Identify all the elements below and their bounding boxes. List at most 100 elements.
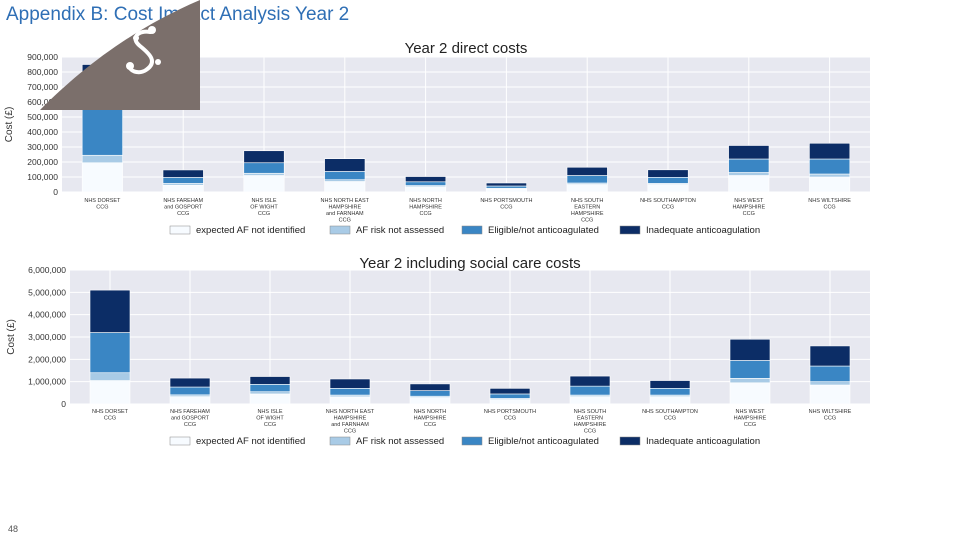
x-tick-label: NHS FAREHAM and GOSPORT CCG (170, 409, 210, 428)
x-tick-label: NHS SOUTH EASTERN HAMPSHIRE CCG (571, 198, 604, 224)
bar-segment (81, 154, 123, 164)
y-axis-label: Cost (£) (6, 319, 17, 355)
legend-swatch (461, 225, 483, 235)
x-tick-label-line: CCG (500, 205, 512, 211)
bar-segment (329, 396, 371, 405)
x-tick-label-line: CCG (743, 211, 755, 217)
bar-segment (243, 175, 285, 193)
y-tick-label: 700,000 (27, 82, 58, 92)
x-tick-label: NHS ISLE OF WIGHT CCG (250, 198, 278, 217)
x-tick-label-line: and FARNHAM (331, 422, 369, 428)
bar-segment (409, 390, 451, 397)
bar-segment (324, 158, 366, 172)
bar-segment (728, 145, 770, 160)
bar-segment (647, 169, 689, 178)
x-tick-label-line: CCG (419, 211, 431, 217)
bar-segment (249, 376, 291, 385)
x-tick-label-line: and FARNHAM (326, 211, 364, 217)
x-tick-label-line: CCG (184, 422, 196, 428)
legend-label: Inadequate anticoagulation (646, 436, 760, 447)
x-tick-label-line: NHS PORTSMOUTH (480, 198, 532, 204)
x-tick-label-line: and GOSPORT (171, 416, 210, 422)
corner-decoration (40, 0, 200, 110)
x-tick-label-line: CCG (264, 422, 276, 428)
x-tick-label-line: OF WIGHT (256, 416, 284, 422)
x-tick-label: NHS WEST HAMPSHIRE CCG (734, 409, 767, 428)
x-tick-label-line: CCG (744, 422, 756, 428)
legend-label: expected AF not identified (196, 436, 305, 447)
bar-segment (489, 388, 531, 395)
x-tick-label-line: NHS NORTH EAST (321, 198, 370, 204)
x-tick-label-line: CCG (824, 416, 836, 422)
bar-segment (647, 184, 689, 193)
bar-segment (329, 378, 371, 389)
x-tick-label: NHS ISLE OF WIGHT CCG (256, 409, 284, 428)
x-tick-label-line: CCG (344, 429, 356, 435)
x-tick-label: NHS NORTH HAMPSHIRE CCG (414, 409, 447, 428)
y-tick-label: 5,000,000 (28, 287, 66, 297)
x-tick-label: NHS NORTH EAST HAMPSHIRE and FARNHAM CCG (321, 198, 370, 224)
x-tick-label: NHS WILTSHIRE CCG (809, 409, 852, 422)
x-tick-label-line: HAMPSHIRE (328, 205, 361, 211)
bar-segment (162, 169, 204, 178)
y-tick-label: 1,000,000 (28, 377, 66, 387)
x-tick-label-line: NHS WILTSHIRE (808, 198, 851, 204)
bar-segment (329, 388, 371, 396)
bar-segment (728, 175, 770, 193)
x-tick-label-line: CCG (584, 429, 596, 435)
y-tick-label: 300,000 (27, 142, 58, 152)
x-tick-label-line: HAMPSHIRE (732, 205, 765, 211)
bar-segment (485, 185, 527, 189)
x-tick-label: NHS PORTSMOUTH CCG (480, 198, 532, 211)
bar-segment (169, 386, 211, 396)
bar-segment (566, 175, 608, 184)
x-tick-label-line: CCG (664, 416, 676, 422)
y-tick-label: 500,000 (27, 112, 58, 122)
bar-segment (729, 338, 771, 361)
bar-segment (809, 381, 851, 386)
x-tick-label: NHS WILTSHIRE CCG (808, 198, 851, 211)
x-tick-label-line: OF WIGHT (250, 205, 278, 211)
x-tick-label-line: NHS SOUTH (571, 198, 603, 204)
x-tick-label-line: NHS SOUTHAMPTON (640, 198, 696, 204)
x-tick-label-line: CCG (258, 211, 270, 217)
x-tick-label-line: NHS WEST (735, 409, 765, 415)
x-tick-label-line: HAMPSHIRE (734, 416, 767, 422)
bar-segment (809, 173, 851, 178)
x-tick-label-line: CCG (504, 416, 516, 422)
bar-segment (729, 378, 771, 384)
y-tick-label: 100,000 (27, 172, 58, 182)
legend-swatch (619, 225, 641, 235)
corner-shape (40, 0, 200, 110)
bar-segment (649, 380, 691, 389)
x-tick-label-line: EASTERN (577, 416, 603, 422)
x-tick-label: NHS FAREHAM and GOSPORT CCG (163, 198, 203, 217)
bar-segment (489, 393, 531, 399)
x-tick-label-line: CCG (662, 205, 674, 211)
bar-segment (81, 162, 123, 193)
bar-segment (89, 289, 131, 333)
x-tick-label-line: NHS WILTSHIRE (809, 409, 852, 415)
bar-segment (249, 391, 291, 395)
y-axis-label: Cost (£) (4, 107, 15, 143)
bar-segment (809, 345, 851, 367)
x-tick-label-line: and GOSPORT (164, 205, 203, 211)
bar-segment (162, 184, 204, 193)
bar-segment (729, 382, 771, 405)
bar-segment (243, 162, 285, 174)
bar-segment (569, 375, 611, 387)
x-tick-label: NHS SOUTHAMPTON CCG (642, 409, 698, 422)
y-tick-label: 800,000 (27, 67, 58, 77)
legend-label: Eligible/not anticoagulated (488, 225, 599, 236)
bar-segment (89, 380, 131, 405)
y-tick-label: 2,000,000 (28, 354, 66, 364)
y-tick-label: 200,000 (27, 157, 58, 167)
x-tick-label-line: NHS NORTH (414, 409, 447, 415)
legend-swatch (619, 436, 641, 446)
bar-segment (489, 399, 531, 405)
x-tick-label-line: CCG (104, 416, 116, 422)
x-tick-label-line: NHS SOUTHAMPTON (642, 409, 698, 415)
bar-segment (569, 396, 611, 405)
x-tick-label: NHS PORTSMOUTH CCG (484, 409, 536, 422)
chart-title: Year 2 direct costs (405, 40, 528, 57)
